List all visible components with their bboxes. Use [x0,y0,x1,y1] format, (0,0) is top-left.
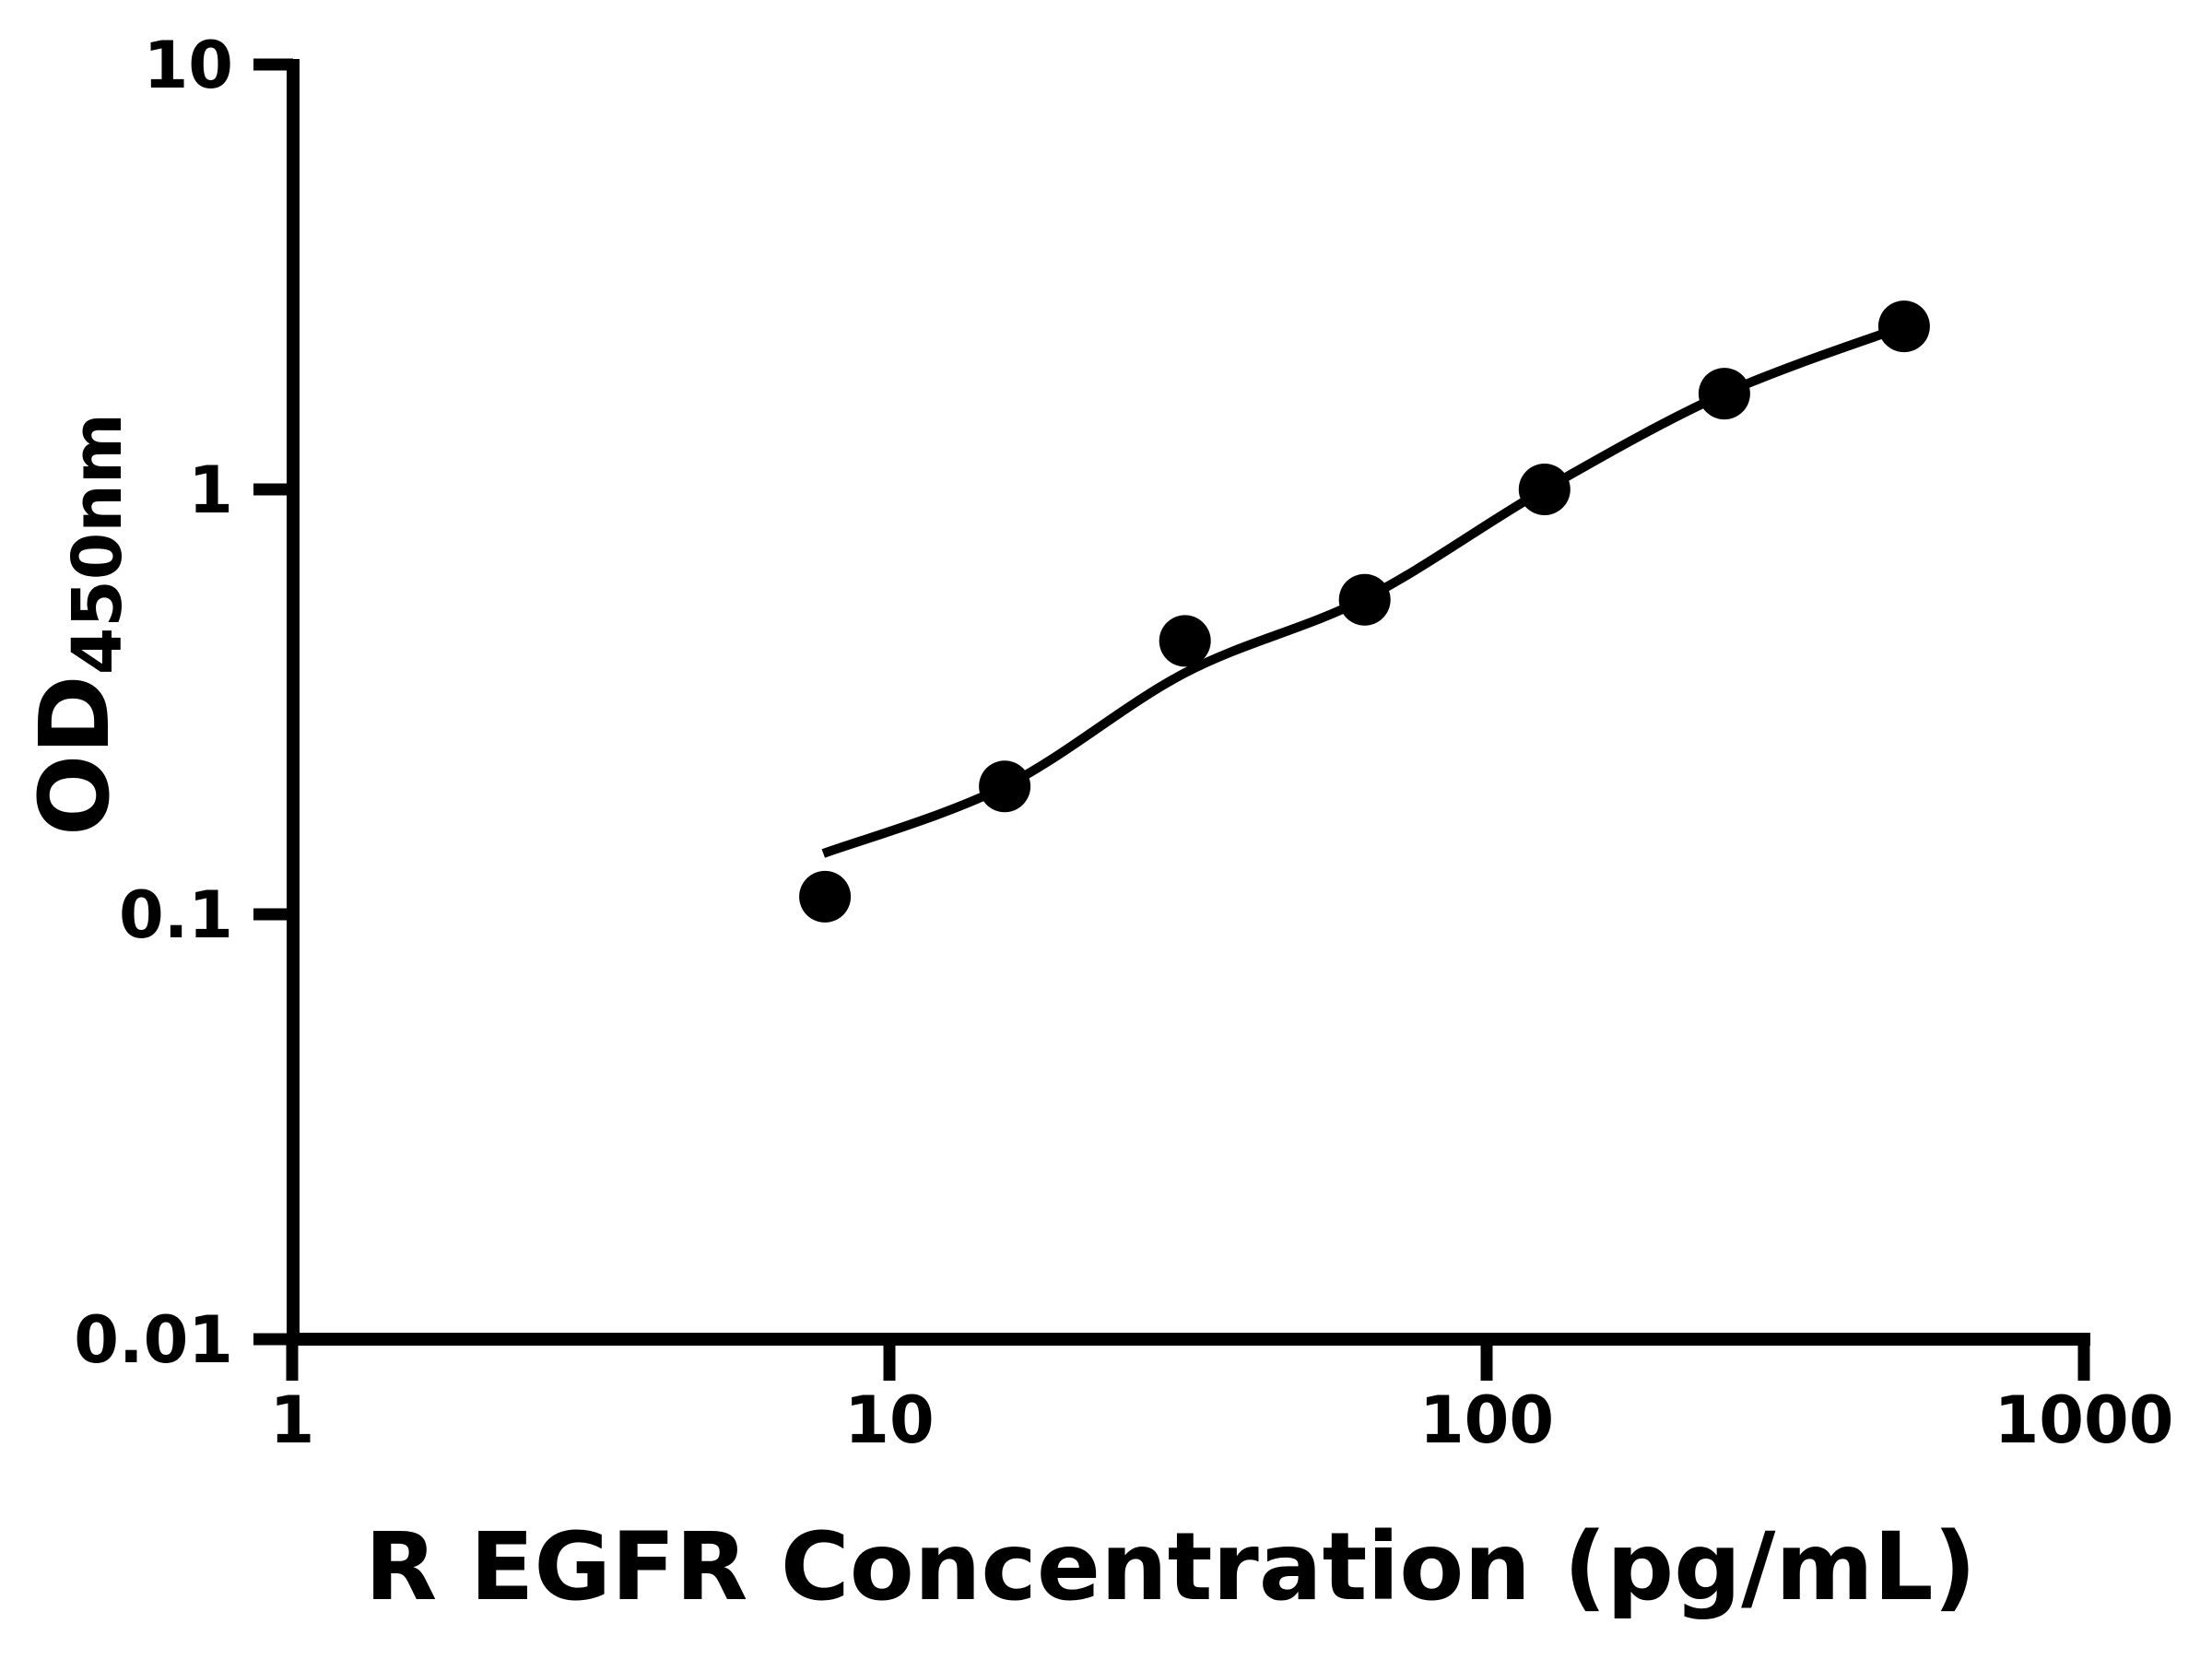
x-tick-label: 1000 [1994,1382,2174,1458]
x-axis-ticks [286,1339,2090,1381]
x-axis-title: R EGFR Concentration (pg/mL) [365,1512,1977,1622]
data-point [1698,368,1750,420]
y-axis-title-main: OD [18,675,131,836]
y-axis-ticks [253,58,293,1346]
y-tick-label: 0.1 [119,877,233,953]
y-tick-label: 10 [144,28,233,103]
data-point [1338,573,1391,626]
x-axis-tick-labels: 1 10 100 1000 [270,1382,2174,1458]
y-axis-tick-labels: 10 1 0.1 0.01 [74,28,233,1378]
data-point-markers [799,300,1930,923]
y-tick-label: 0.01 [74,1302,233,1378]
data-point [1159,615,1211,667]
data-point [1877,300,1930,353]
x-tick-label: 10 [844,1382,934,1458]
x-tick-label: 100 [1419,1382,1554,1458]
y-axis-title-subscript: 450nm [58,413,137,675]
data-point [799,870,852,923]
x-tick-label: 1 [270,1382,315,1458]
data-point [979,760,1031,813]
data-point [1518,464,1571,515]
y-tick-label: 1 [188,453,233,528]
y-axis-title: OD450nm [18,413,137,836]
